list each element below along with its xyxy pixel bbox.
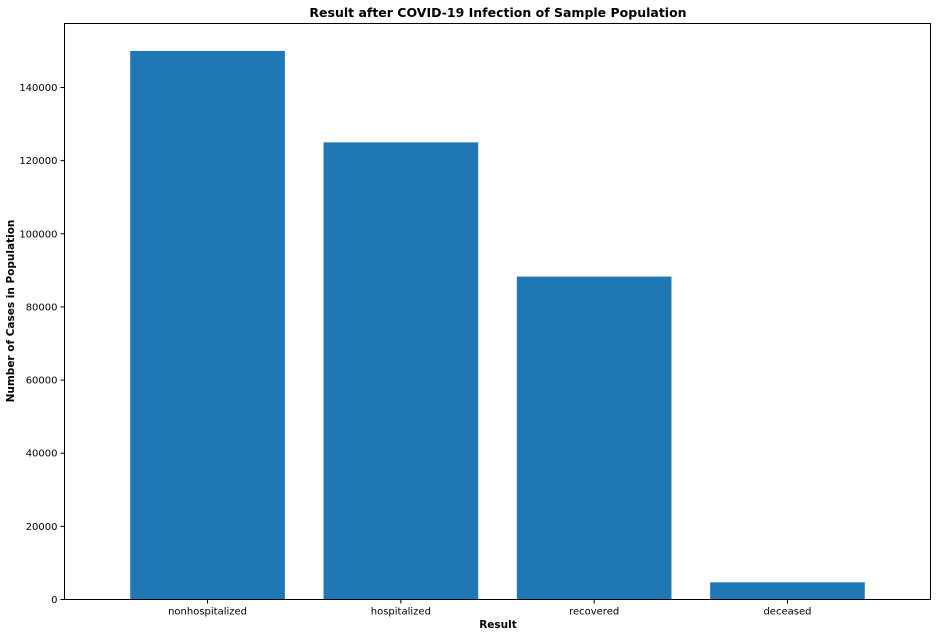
x-tick-label: recovered: [569, 607, 619, 618]
chart-title: Result after COVID-19 Infection of Sampl…: [309, 5, 686, 20]
x-tick-label: hospitalized: [371, 607, 431, 618]
y-axis: 0 20000 40000 60000 80000 100000 120000 140000: [19, 83, 65, 606]
bar-hospitalized: [323, 142, 479, 600]
y-tick-label: 0: [51, 595, 57, 606]
y-tick-label: 140000: [19, 83, 57, 94]
y-tick-label: 60000: [26, 376, 58, 387]
bar-recovered: [516, 276, 672, 600]
x-axis: nonhospitalized hospitalized recovered dece…: [168, 599, 811, 618]
y-tick-label: 100000: [19, 229, 57, 240]
bar-nonhospitalized: [130, 50, 285, 600]
x-axis-label: Result: [479, 619, 517, 631]
bars-group: [130, 50, 865, 600]
y-tick-label: 40000: [26, 449, 58, 460]
x-tick-label: deceased: [763, 607, 811, 618]
plot-frame: [64, 23, 931, 600]
y-axis-label: Number of Cases in Population: [5, 220, 17, 403]
y-tick-label: 80000: [26, 302, 58, 313]
y-tick-label: 120000: [19, 156, 57, 167]
bar-deceased: [710, 582, 865, 600]
y-tick-label: 20000: [26, 522, 58, 533]
x-tick-label: nonhospitalized: [168, 607, 247, 618]
